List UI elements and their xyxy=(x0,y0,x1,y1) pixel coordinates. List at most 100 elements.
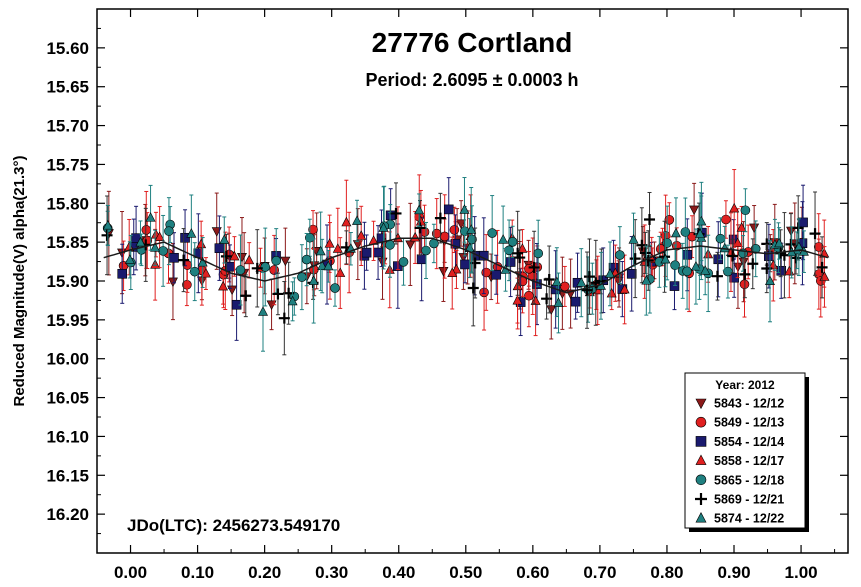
data-point xyxy=(583,271,595,283)
data-point xyxy=(816,261,828,273)
data-point xyxy=(695,228,706,238)
data-point xyxy=(431,228,442,239)
data-point xyxy=(524,263,534,274)
data-point xyxy=(317,260,328,270)
data-point xyxy=(229,250,240,261)
data-point xyxy=(308,224,318,235)
legend-marker xyxy=(695,454,707,465)
data-point xyxy=(605,268,616,278)
x-tick-label: 0.20 xyxy=(248,563,281,582)
data-point xyxy=(218,280,229,291)
data-point xyxy=(390,207,402,219)
data-point xyxy=(732,237,743,248)
data-point xyxy=(236,252,247,263)
data-point xyxy=(244,254,255,265)
data-point xyxy=(164,226,174,236)
legend-label: 5865 - 12/18 xyxy=(714,473,784,487)
data-point xyxy=(750,243,761,254)
legend-label: 5869 - 12/21 xyxy=(714,493,784,507)
data-point xyxy=(560,281,570,292)
data-point xyxy=(178,254,190,266)
data-point xyxy=(459,204,470,214)
data-point xyxy=(271,255,282,266)
data-point xyxy=(414,222,426,234)
x-tick-label: 0.50 xyxy=(449,563,482,582)
data-point xyxy=(809,228,821,240)
data-point xyxy=(169,252,179,263)
data-point xyxy=(670,260,680,271)
jd-annotation: JDo(LTC): 2456273.549170 xyxy=(127,516,340,535)
legend-items: 5843 - 12/12 5849 - 12/13 5854 - 12/14 5858… xyxy=(695,397,784,526)
data-point xyxy=(356,230,367,240)
y-tick-label: 16.00 xyxy=(46,350,89,369)
data-point xyxy=(135,236,146,247)
x-tick-label: 0.60 xyxy=(516,563,549,582)
y-axis-label: Reduced Magnitude(V) alpha(21.3°) xyxy=(11,155,28,406)
data-point xyxy=(680,227,691,237)
data-point xyxy=(405,240,416,251)
x-tick-label: 0.40 xyxy=(382,563,415,582)
data-point xyxy=(460,259,470,270)
data-point xyxy=(700,265,711,275)
data-point xyxy=(747,258,759,270)
data-point xyxy=(715,233,726,244)
series-7 xyxy=(102,177,809,352)
data-point xyxy=(682,266,692,277)
data-point xyxy=(332,243,343,253)
x-tick-label: 0.00 xyxy=(114,563,147,582)
y-tick-label: 15.60 xyxy=(46,39,89,58)
data-point xyxy=(491,269,502,280)
data-point xyxy=(341,216,352,227)
data-point xyxy=(619,283,630,294)
legend-label: 5849 - 12/13 xyxy=(714,416,784,430)
data-point xyxy=(167,277,178,288)
y-tick-label: 16.10 xyxy=(46,427,89,446)
data-point xyxy=(214,243,225,253)
data-point xyxy=(280,256,291,267)
data-point xyxy=(438,266,449,277)
legend-label: 5843 - 12/12 xyxy=(714,397,784,411)
data-point xyxy=(443,204,454,215)
x-tick-label: 0.90 xyxy=(717,563,750,582)
y-tick-label: 16.15 xyxy=(46,466,89,485)
data-point xyxy=(272,288,284,300)
legend-title: Year: 2012 xyxy=(715,378,775,392)
data-point xyxy=(785,238,797,250)
data-point xyxy=(301,254,312,265)
data-point xyxy=(641,275,652,285)
data-point xyxy=(101,229,113,241)
y-tick-label: 16.05 xyxy=(46,389,89,408)
data-point xyxy=(768,259,779,270)
legend-marker xyxy=(695,416,707,428)
data-point xyxy=(626,269,637,279)
data-point xyxy=(615,250,625,260)
data-point xyxy=(308,275,319,285)
data-point xyxy=(287,295,298,306)
data-point xyxy=(505,257,516,267)
data-point xyxy=(447,267,458,277)
data-point xyxy=(721,214,731,225)
data-point xyxy=(124,254,135,264)
data-point xyxy=(145,212,156,222)
data-point xyxy=(352,215,363,225)
data-point xyxy=(581,284,593,296)
data-point xyxy=(629,253,641,265)
data-point xyxy=(727,250,739,262)
data-point xyxy=(258,306,268,316)
data-point xyxy=(740,205,751,216)
data-point xyxy=(315,245,326,256)
data-point xyxy=(150,242,161,252)
data-point xyxy=(729,202,740,213)
x-tick-label: 0.30 xyxy=(315,563,348,582)
data-point xyxy=(530,295,541,305)
data-point xyxy=(481,267,491,278)
data-point xyxy=(690,260,701,271)
data-point xyxy=(434,212,446,224)
y-tick-label: 15.90 xyxy=(46,272,89,291)
data-point xyxy=(398,257,409,267)
legend-marker xyxy=(695,493,707,505)
y-tick-label: 15.80 xyxy=(46,194,89,213)
data-point xyxy=(514,252,526,264)
data-point xyxy=(790,252,802,264)
